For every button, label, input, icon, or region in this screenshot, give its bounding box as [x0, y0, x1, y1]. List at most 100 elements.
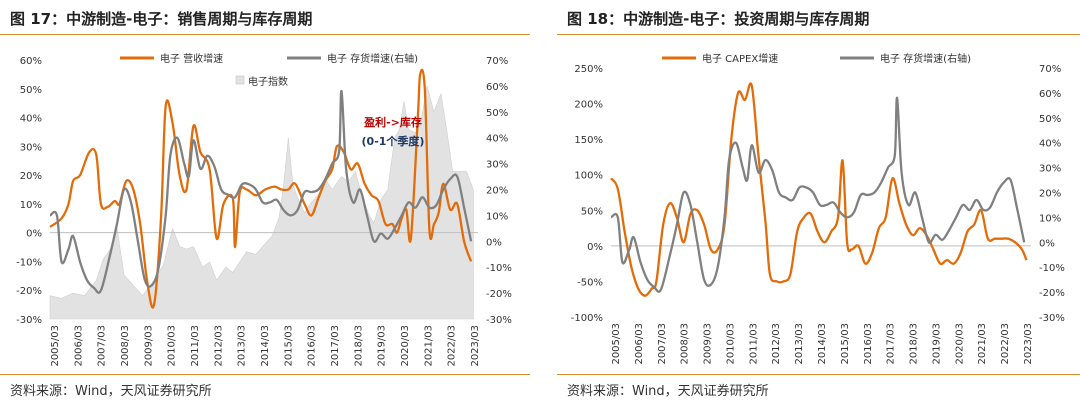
y-tick-label-left: 200% — [574, 100, 603, 111]
y-tick-label-right: -30% — [486, 315, 512, 326]
x-tick-label: 2020/03 — [954, 323, 965, 365]
x-tick-label: 2021/03 — [423, 325, 434, 367]
x-tick-label: 2008/03 — [680, 323, 691, 365]
x-tick-label: 2007/03 — [97, 325, 108, 367]
y-tick-label-right: 40% — [486, 134, 508, 145]
x-tick-label: 2022/03 — [447, 325, 458, 367]
figure-title: 图 17：中游制造-电子：销售周期与库存周期 — [10, 10, 313, 28]
x-tick-label: 2009/03 — [703, 323, 714, 365]
legend-label: 电子 存货增速(右轴) — [880, 52, 971, 65]
x-tick-label: 2013/03 — [794, 323, 805, 365]
x-tick-label: 2005/03 — [611, 323, 622, 365]
y-tick-label-left: 100% — [574, 171, 603, 182]
y-tick-label-right: -10% — [486, 263, 512, 274]
x-tick-label: 2012/03 — [771, 323, 782, 365]
y-tick-label-right: 30% — [1039, 164, 1061, 175]
y-tick-label-right: -20% — [1039, 288, 1065, 299]
x-tick-label: 2018/03 — [909, 323, 920, 365]
title-divider — [557, 34, 1080, 35]
x-tick-label: 2017/03 — [330, 325, 341, 367]
y-tick-label-right: 0% — [486, 237, 502, 248]
y-tick-label-right: -30% — [1039, 313, 1065, 324]
y-tick-label-left: -10% — [16, 257, 42, 268]
source-divider — [0, 374, 530, 375]
y-tick-label-right: 50% — [486, 108, 508, 119]
annotation-profit-inventory: 盈利->库存 — [363, 115, 422, 129]
x-tick-label: 2013/03 — [237, 325, 248, 367]
y-tick-label-right: 60% — [486, 82, 508, 93]
x-tick-label: 2023/03 — [1023, 323, 1034, 365]
y-tick-label-right: 10% — [1039, 213, 1061, 224]
x-tick-label: 2010/03 — [167, 325, 178, 367]
y-tick-label-right: 70% — [1039, 64, 1061, 75]
y-tick-label-right: 10% — [486, 211, 508, 222]
y-tick-label-left: 20% — [20, 171, 42, 182]
legend-label: 电子 CAPEX增速 — [702, 52, 778, 65]
legend-swatch — [235, 75, 245, 85]
y-tick-label-left: 30% — [20, 142, 42, 153]
y-tick-label-right: 60% — [1039, 89, 1061, 100]
chart-panel-left: 图 17：中游制造-电子：销售周期与库存周期 60% 50% 40% 30% 20% 10… — [0, 0, 530, 407]
series-line-inventory — [610, 96, 1026, 293]
series-line-inventory — [49, 89, 473, 294]
source-note: 资料来源：Wind，天风证券研究所 — [10, 384, 212, 399]
x-tick-label: 2019/03 — [931, 323, 942, 365]
source-note: 资料来源：Wind，天风证券研究所 — [567, 384, 769, 399]
series-line-primary — [610, 82, 1028, 297]
y-tick-label-right: 20% — [486, 186, 508, 197]
capex-inventory-chart: 250% 200% 150% 100% 50% 0% -50% -100% 70% 60% 50% 4… — [571, 52, 1065, 365]
x-tick-label: 2006/03 — [634, 323, 645, 365]
y-tick-label-left: -100% — [571, 313, 603, 324]
x-tick-label: 2020/03 — [400, 325, 411, 367]
y-tick-label-right: 50% — [1039, 114, 1061, 125]
figure-title: 图 18：中游制造-电子：投资周期与库存周期 — [567, 10, 870, 28]
x-tick-label: 2018/03 — [353, 325, 364, 367]
y-tick-label-left: 150% — [574, 135, 603, 146]
source-divider — [557, 374, 1080, 375]
x-tick-label: 2016/03 — [307, 325, 318, 367]
title-divider — [0, 34, 530, 35]
y-tick-label-right: 20% — [1039, 189, 1061, 200]
x-tick-label: 2014/03 — [817, 323, 828, 365]
y-tick-label-right: 0% — [1039, 238, 1055, 249]
x-tick-label: 2015/03 — [283, 325, 294, 367]
y-tick-label-right: 70% — [486, 56, 508, 67]
y-tick-label-left: 60% — [20, 56, 42, 67]
sales-inventory-chart: 60% 50% 40% 30% 20% 10% 0% -10% -20% -30% 70% 60% 50… — [16, 52, 512, 367]
x-tick-label: 2015/03 — [840, 323, 851, 365]
x-tick-label: 2022/03 — [1000, 323, 1011, 365]
y-tick-label-left: 50% — [20, 85, 42, 96]
x-tick-label: 2014/03 — [260, 325, 271, 367]
x-tick-label: 2019/03 — [377, 325, 388, 367]
y-tick-label-left: 50% — [581, 206, 603, 217]
annotation-lag: (0-1个季度) — [362, 134, 425, 148]
y-tick-label-left: -30% — [16, 315, 42, 326]
chart-panel-right: 图 18：中游制造-电子：投资周期与库存周期 250% 200% 150% 100% 5… — [557, 0, 1080, 407]
x-tick-label: 2021/03 — [977, 323, 988, 365]
y-tick-label-left: 10% — [20, 200, 42, 211]
y-tick-label-left: -50% — [577, 277, 603, 288]
x-tick-label: 2006/03 — [73, 325, 84, 367]
legend-label: 电子 营收增速 — [160, 52, 223, 65]
x-tick-label: 2017/03 — [886, 323, 897, 365]
legend-label: 电子指数 — [248, 75, 288, 88]
y-tick-label-right: -10% — [1039, 263, 1065, 274]
x-tick-label: 2010/03 — [725, 323, 736, 365]
x-tick-label: 2009/03 — [143, 325, 154, 367]
x-tick-label: 2007/03 — [657, 323, 668, 365]
area-series-index — [49, 85, 474, 320]
y-tick-label-left: -20% — [16, 286, 42, 297]
x-tick-label: 2012/03 — [213, 325, 224, 367]
y-tick-label-left: 250% — [574, 64, 603, 75]
y-tick-label-left: 0% — [587, 242, 603, 253]
y-tick-label-right: 40% — [1039, 139, 1061, 150]
y-tick-label-right: -20% — [486, 289, 512, 300]
x-tick-label: 2008/03 — [120, 325, 131, 367]
y-tick-label-left: 40% — [20, 114, 42, 125]
legend-label: 电子 存货增速(右轴) — [327, 52, 418, 65]
series-line-primary — [49, 68, 473, 309]
y-tick-label-left: 0% — [26, 229, 42, 240]
x-tick-label: 2005/03 — [50, 325, 61, 367]
x-tick-label: 2016/03 — [863, 323, 874, 365]
x-tick-label: 2011/03 — [748, 323, 759, 365]
